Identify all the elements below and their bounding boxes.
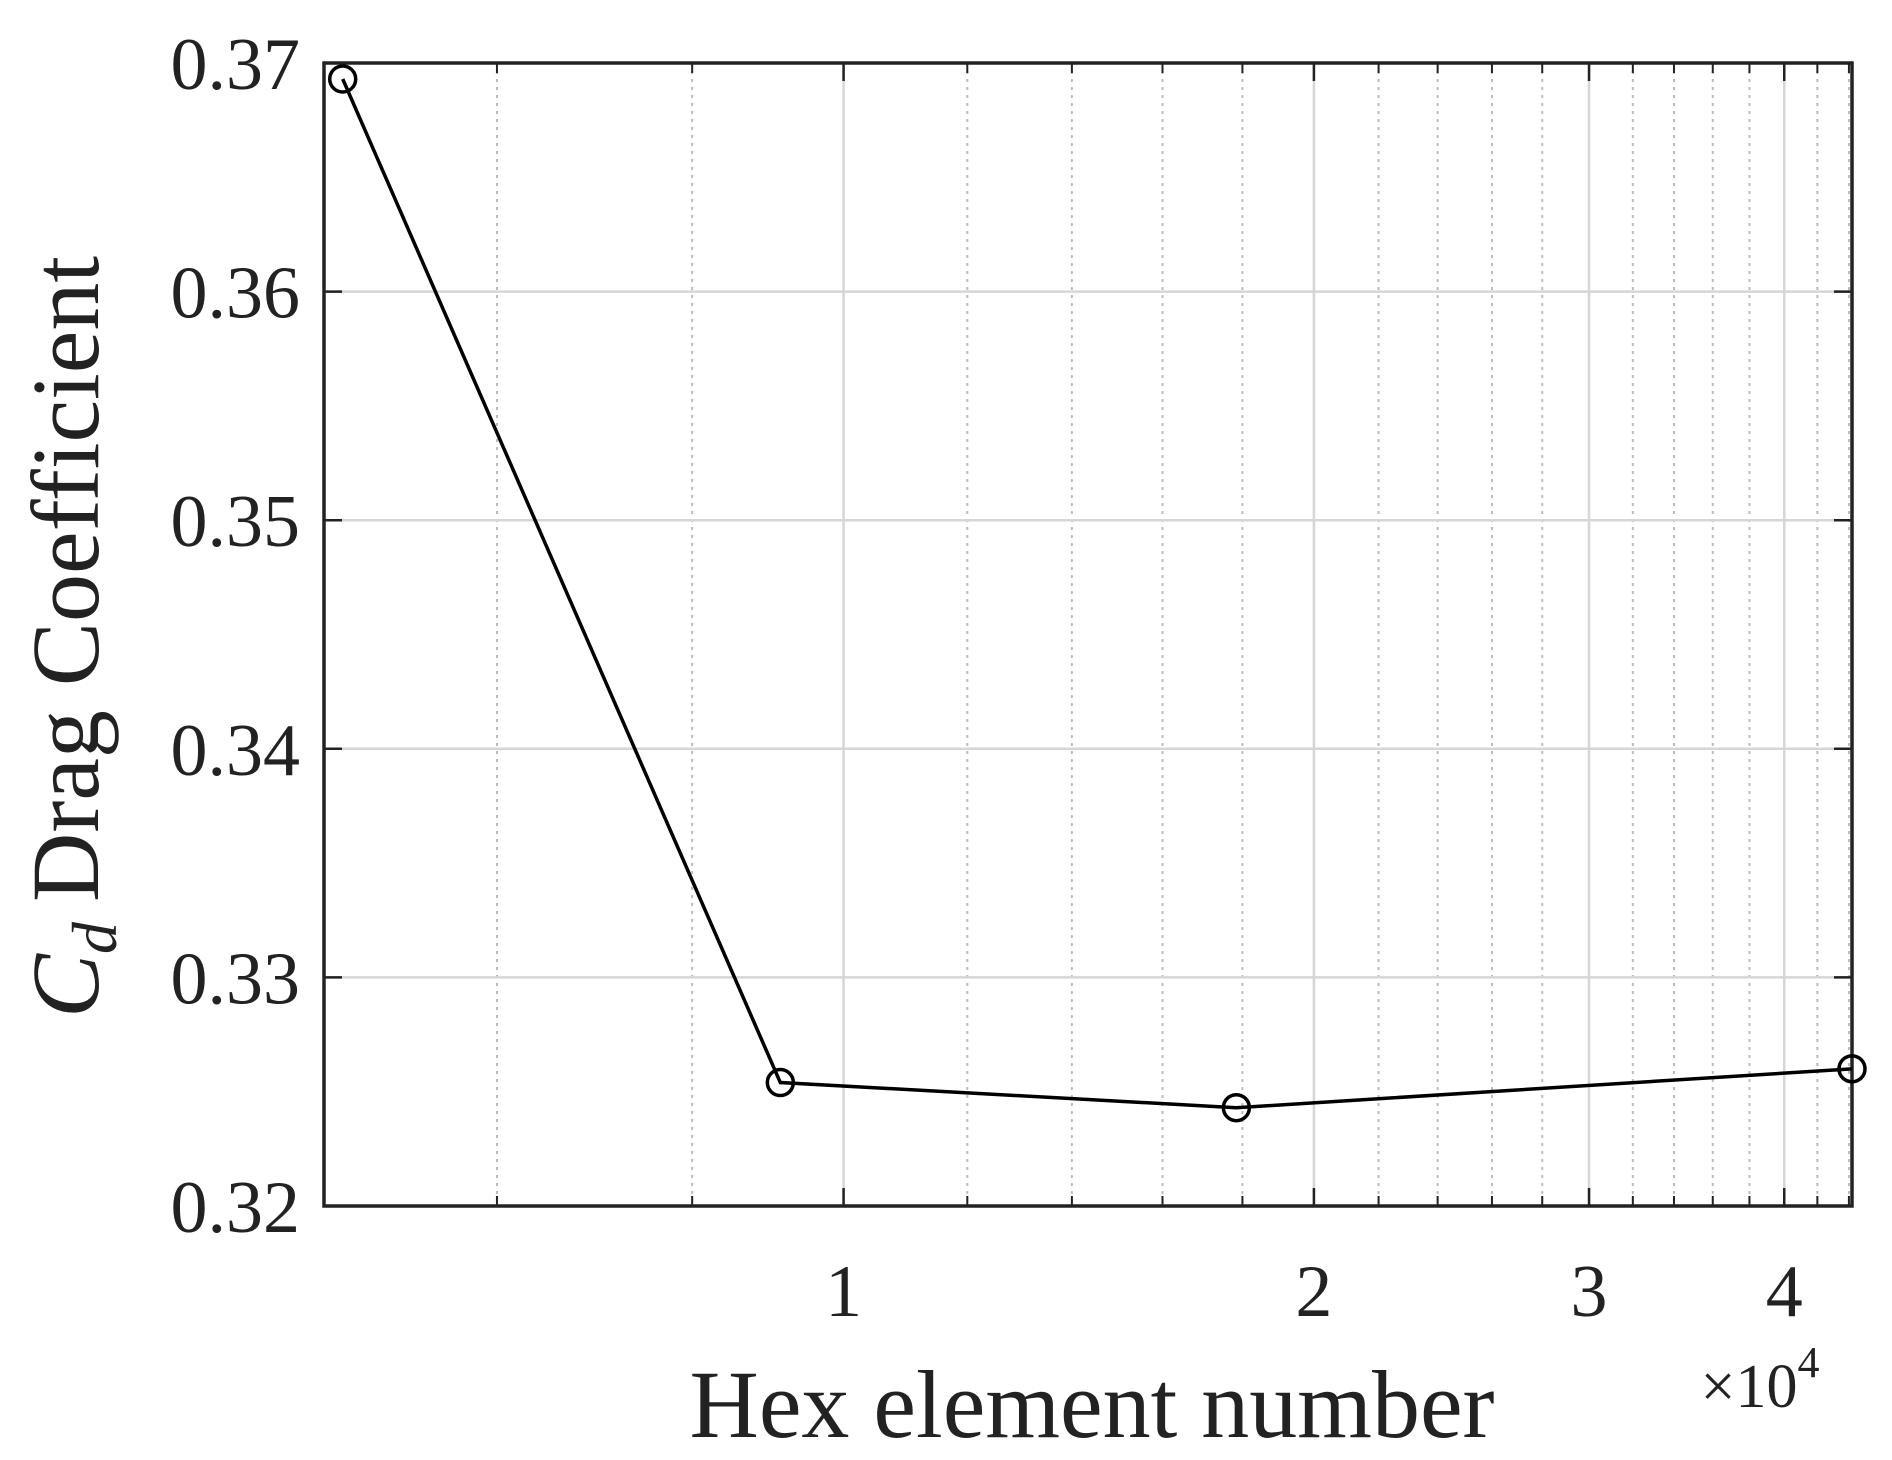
x-tick-label: 2 [1295, 1251, 1332, 1333]
y-tick-label: 0.35 [171, 481, 301, 563]
marker [765, 1067, 796, 1098]
line [341, 78, 1853, 1110]
x-multiplier-base: ×10 [1701, 1353, 1798, 1421]
x-tick-label: 4 [1766, 1251, 1803, 1333]
marker [1837, 1054, 1867, 1084]
y-label-subscript: d [59, 921, 130, 954]
y-label-symbol: C [12, 953, 119, 1018]
marker [1221, 1092, 1252, 1123]
plot-frame [322, 61, 1854, 1208]
x-multiplier: ×104 [1701, 1338, 1820, 1421]
y-tick-label: 0.32 [171, 1167, 301, 1249]
y-tick-label: 0.33 [171, 938, 301, 1020]
x-tick-label: 3 [1571, 1251, 1608, 1333]
y-tick-label: 0.36 [171, 253, 301, 335]
x-tick-label: 1 [825, 1251, 862, 1333]
y-label-text: Drag Coefficient [12, 256, 119, 902]
y-axis-label: Cd Drag Coefficient [12, 256, 130, 1018]
x-multiplier-exponent: 4 [1797, 1338, 1819, 1387]
marker [327, 64, 358, 94]
x-axis-label: Hex element number [689, 1351, 1494, 1458]
y-tick-label: 0.37 [171, 24, 301, 106]
y-tick-label: 0.34 [171, 710, 301, 792]
